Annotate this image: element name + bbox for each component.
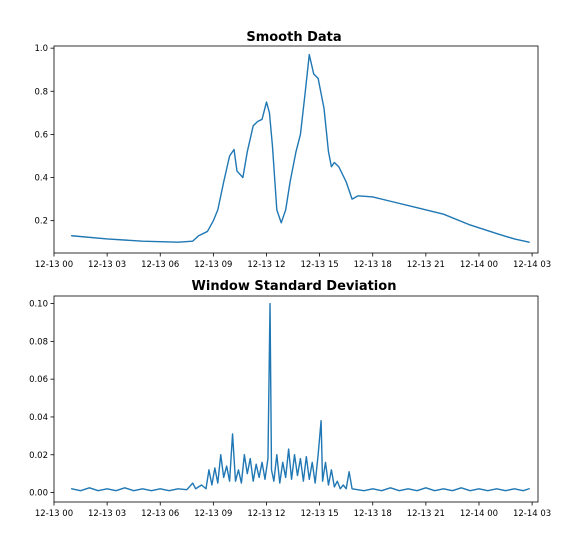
y-tick-label: 0.8 xyxy=(34,87,48,97)
x-tick-label: 12-13 00 xyxy=(35,509,73,519)
x-tick-label: 12-13 18 xyxy=(354,509,392,519)
x-tick-label: 12-14 03 xyxy=(513,509,551,519)
x-tick-label: 12-13 18 xyxy=(354,260,392,270)
x-tick-label: 12-14 03 xyxy=(513,260,551,270)
x-tick-label: 12-13 03 xyxy=(88,509,126,519)
x-tick-label: 12-13 06 xyxy=(141,260,179,270)
axes-frame xyxy=(53,295,539,503)
x-tick-label: 12-13 21 xyxy=(407,260,445,270)
x-tick-label: 12-13 15 xyxy=(301,509,339,519)
y-tick-label: 0.00 xyxy=(29,489,48,499)
x-tick-label: 12-13 03 xyxy=(88,260,126,270)
window-std-chart: Window Standard Deviation 12-13 00 12-13 … xyxy=(29,279,551,519)
y-tick-label: 0.04 xyxy=(29,413,48,423)
y-tick-label: 0.02 xyxy=(29,451,48,461)
y-tick-label: 1.0 xyxy=(34,44,48,54)
x-tick-label: 12-13 09 xyxy=(194,509,232,519)
x-tick-label: 12-13 06 xyxy=(141,509,179,519)
x-tick-label: 12-13 09 xyxy=(194,260,232,270)
y-tick-label: 0.4 xyxy=(34,174,48,184)
smooth-data-chart: Smooth Data 12-13 00 12-13 03 12-13 06 12-1… xyxy=(34,30,551,270)
y-tick-label: 0.06 xyxy=(29,375,48,385)
x-tick-label: 12-14 00 xyxy=(460,260,498,270)
y-tick-label: 0.08 xyxy=(29,337,48,347)
x-tick-label: 12-14 00 xyxy=(460,509,498,519)
y-tick-label: 0.10 xyxy=(29,300,48,310)
x-tick-label: 12-13 12 xyxy=(247,509,285,519)
chart-title: Smooth Data xyxy=(246,30,341,45)
x-tick-label: 12-13 12 xyxy=(247,260,285,270)
axes-frame xyxy=(53,45,539,254)
x-tick-label: 12-13 00 xyxy=(35,260,73,270)
chart-title: Window Standard Deviation xyxy=(192,279,397,294)
x-tick-label: 12-13 15 xyxy=(301,260,339,270)
y-tick-label: 0.2 xyxy=(34,217,48,227)
series-line xyxy=(71,302,530,492)
x-tick-label: 12-13 21 xyxy=(407,509,445,519)
y-tick-label: 0.6 xyxy=(34,130,48,140)
series-line xyxy=(71,53,530,243)
